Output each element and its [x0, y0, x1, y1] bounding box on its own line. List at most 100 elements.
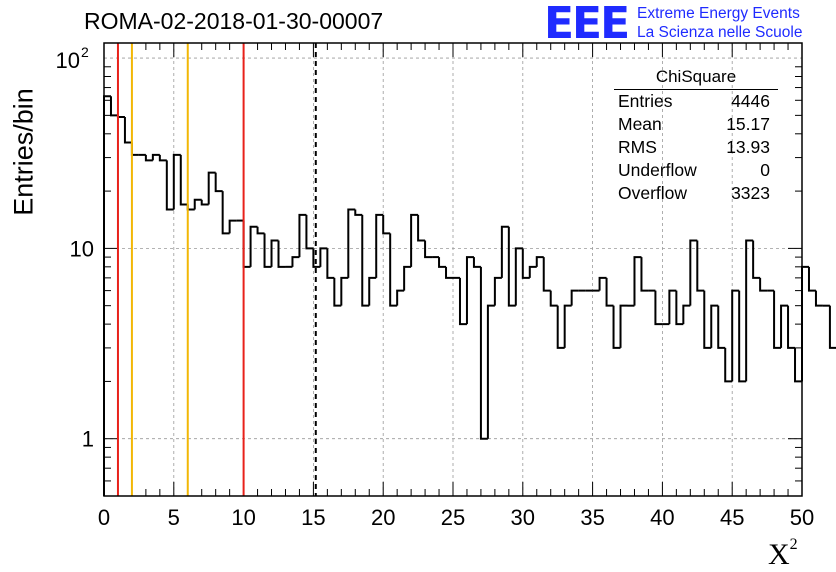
histogram-bin [731, 289, 740, 382]
stats-value: 15.17 [726, 114, 770, 134]
histogram-bin [186, 204, 195, 211]
histogram-bin [368, 276, 377, 306]
x-tick-label: 0 [98, 505, 110, 530]
histogram-bin [710, 304, 719, 348]
histogram-bin [780, 304, 789, 348]
histogram-bin [717, 305, 726, 349]
y-tick-label-sup: 2 [81, 44, 89, 60]
histogram-bin [417, 214, 426, 242]
x-tick-label: 40 [650, 505, 674, 530]
histogram-bin [179, 154, 188, 206]
histogram-bin [270, 239, 279, 267]
histogram-bin [410, 213, 419, 267]
histogram-bin [675, 290, 684, 326]
histogram-bin [361, 214, 370, 307]
stats-value: 3323 [731, 183, 770, 203]
histogram-bin [221, 191, 230, 235]
x-axis-label: X2 [768, 536, 798, 572]
x-tick-label: 20 [371, 505, 395, 530]
histogram-bin [123, 117, 132, 144]
histogram-bin [263, 233, 272, 268]
histogram-bin [319, 247, 328, 267]
histogram-bin [696, 240, 705, 292]
x-tick-label: 5 [168, 505, 180, 530]
stats-row: RMS 13.93 [612, 136, 778, 159]
histogram-bin [242, 220, 251, 268]
histogram-bin [500, 225, 509, 278]
histogram-bin [445, 266, 453, 279]
histogram-bin [291, 256, 300, 267]
histogram-bin [389, 233, 398, 307]
histogram-bin [563, 304, 572, 348]
x-tick-label: 15 [301, 505, 325, 530]
histogram-bin [347, 208, 356, 278]
histogram-bin [109, 96, 118, 117]
logo-subtitle-1: Extreme Energy Events [637, 5, 800, 22]
x-tick-label: 35 [580, 505, 604, 530]
histogram-bin [228, 219, 237, 234]
histogram-bin [396, 289, 405, 306]
histogram-bin [486, 304, 495, 439]
histogram-bin [787, 305, 796, 349]
histogram-bin [807, 266, 816, 292]
x-tick-label: 25 [441, 505, 465, 530]
histogram-bin [633, 256, 642, 306]
histogram-bin [640, 257, 649, 292]
histogram-bin [521, 248, 530, 279]
stats-label: Overflow [618, 183, 688, 203]
stats-label: Underflow [618, 160, 697, 180]
x-axis-label-sup: 2 [789, 536, 798, 553]
stats-row: Underflow 0 [612, 159, 778, 182]
histogram-bin [103, 95, 111, 496]
histogram-bin [130, 142, 139, 156]
y-tick-label: 1 [82, 427, 94, 452]
stats-box: ChiSquare Entries 4446 Mean 15.17 RMS 13.93 Un… [612, 67, 778, 205]
histogram-bin [814, 290, 823, 307]
histogram-bin [479, 266, 488, 440]
histogram-bin [354, 209, 363, 216]
histogram-bin [752, 240, 761, 279]
histogram-bin [207, 171, 216, 205]
histogram-bin [382, 214, 391, 235]
plot-frame [103, 42, 803, 497]
histogram-bin [493, 276, 502, 306]
histogram-bin [549, 290, 558, 307]
histogram-bin [668, 289, 677, 325]
histogram-bin [305, 214, 314, 250]
histogram-bin [619, 304, 628, 348]
histogram-bin [794, 347, 802, 383]
histogram-bin [200, 199, 209, 206]
stats-row: Overflow 3323 [612, 182, 778, 205]
histogram-bin [172, 153, 181, 210]
eee-logo: EEE [544, 0, 630, 49]
histogram-bin [158, 154, 167, 162]
histogram-bin [214, 172, 223, 193]
histogram-bin [458, 277, 467, 326]
stats-label: RMS [618, 137, 657, 157]
x-tick-label: 50 [790, 505, 814, 530]
stats-value: 0 [760, 160, 770, 180]
logo-subtitle-2: La Scienza nelle Scuole [637, 24, 803, 41]
histogram-bin [277, 240, 286, 268]
histogram-bin [828, 305, 836, 349]
stats-label: Mean [618, 114, 662, 134]
histogram-bin [724, 347, 733, 383]
stats-row: Entries 4446 [612, 90, 778, 113]
histogram-bin [759, 277, 768, 292]
histogram-bin [556, 305, 565, 349]
histogram-bin [738, 290, 747, 383]
stats-value: 4446 [731, 91, 770, 111]
histogram-bin [165, 160, 174, 211]
histogram-bin [682, 304, 691, 325]
stats-rows: Entries 4446 Mean 15.17 RMS 13.93 Underflow 0 Ov… [612, 90, 778, 205]
histogram-bin [333, 277, 342, 307]
histogram-bin [773, 290, 782, 349]
histogram-bin [528, 265, 537, 278]
stats-label: Entries [618, 91, 673, 111]
histogram-bin [605, 277, 614, 307]
histogram-bin [326, 248, 335, 279]
histogram-bin [256, 226, 265, 235]
x-tick-label: 45 [720, 505, 744, 530]
stats-title: ChiSquare [614, 67, 778, 90]
